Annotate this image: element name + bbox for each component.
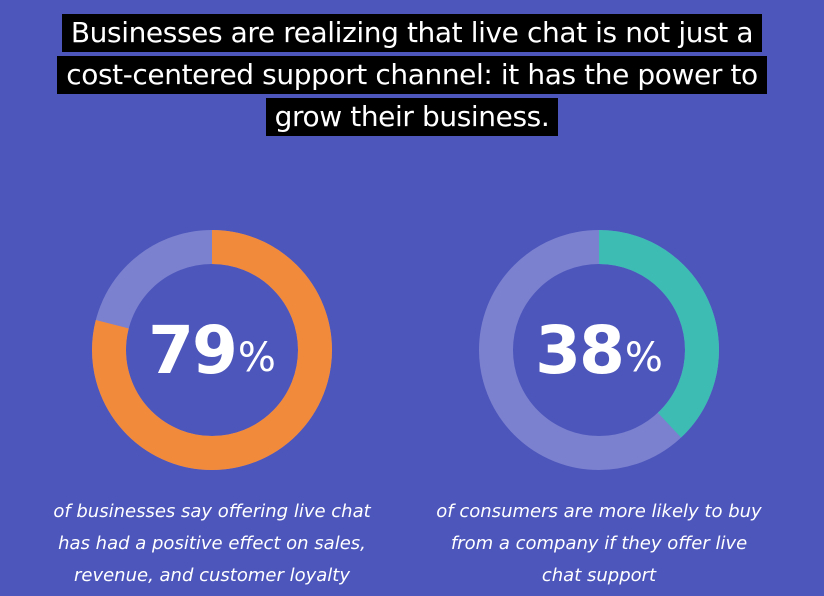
stat-businesses: 79 % of businesses say offering live cha… — [32, 220, 392, 592]
headline: Businesses are realizing that live chat … — [0, 14, 824, 140]
percent-sign: % — [237, 335, 276, 381]
donut-chart-consumers: 38 % — [469, 220, 729, 480]
donut-value-segment — [92, 230, 332, 470]
caption-line: revenue, and customer loyalty — [73, 565, 350, 586]
stat-value: 38 — [535, 311, 625, 389]
donut-value-segment — [479, 230, 719, 470]
donut-center-label: 79 % — [82, 220, 342, 480]
stat-caption: of consumers are more likely to buy from… — [419, 496, 779, 592]
stat-consumers: 38 % of consumers are more likely to buy… — [419, 220, 779, 592]
stat-caption: of businesses say offering live chat has… — [32, 496, 392, 592]
stat-value: 79 — [148, 311, 238, 389]
donut-svg — [92, 230, 332, 470]
headline-line: grow their business. — [265, 98, 559, 136]
donut-center-label: 38 % — [469, 220, 729, 480]
caption-line: of businesses say offering live chat — [53, 501, 371, 522]
donut-svg — [479, 230, 719, 470]
donut-chart-businesses: 79 % — [82, 220, 342, 480]
headline-line: cost-centered support channel: it has th… — [57, 56, 767, 94]
caption-line: from a company if they offer live — [450, 533, 748, 554]
caption-line: has had a positive effect on sales, — [58, 533, 366, 554]
caption-line: of consumers are more likely to buy — [436, 501, 762, 522]
percent-sign: % — [624, 335, 663, 381]
caption-line: chat support — [541, 565, 657, 586]
headline-line: Businesses are realizing that live chat … — [61, 14, 763, 52]
